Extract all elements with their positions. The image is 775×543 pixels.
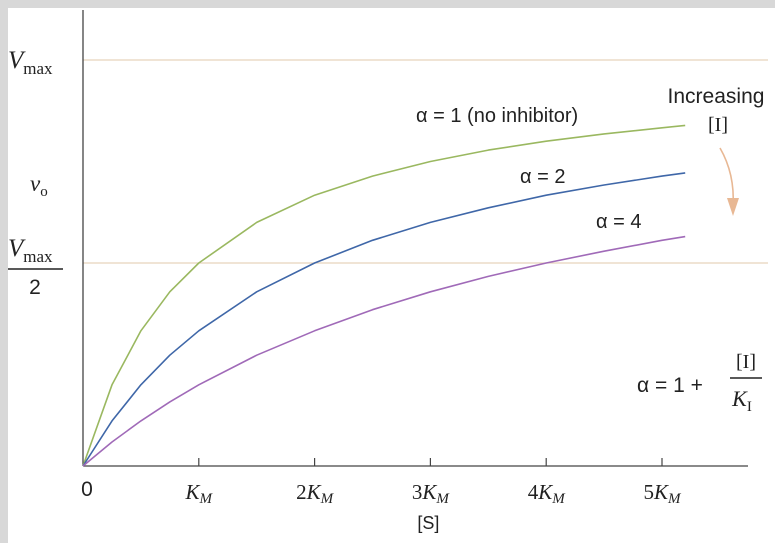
x-tick-label-1: KM — [185, 480, 214, 507]
x-tick-label-5: 5KM — [643, 480, 682, 507]
x-tick-label-4: 4KM — [528, 480, 567, 507]
reference-label-0: Vmax — [8, 47, 53, 78]
x-tick-label-3: 3KM — [412, 480, 451, 507]
series-label-alpha-2: α = 2 — [520, 166, 565, 188]
series-label-alpha-4: α = 4 — [596, 211, 641, 233]
x-tick-label-0: 0 — [81, 478, 93, 501]
chart-svg: 0 KM 2KM 3KM 4KM 5KM [S] vo Vmax Vmax 2 α = 1 (no i… — [8, 10, 768, 533]
series-label-alpha-1: α = 1 (no inhibitor) — [416, 105, 578, 127]
series-line-alpha-4 — [82, 235, 686, 467]
increasing-arrow-shaft — [719, 147, 735, 207]
reference-label-1: Vmax — [8, 235, 53, 266]
series-line-alpha-1 — [82, 124, 686, 467]
formula-denominator: KI — [731, 386, 752, 415]
increasing-arrow-head — [727, 198, 739, 216]
formula-numerator: [I] — [736, 351, 756, 373]
formula-lhs: α = 1 + — [637, 374, 703, 397]
inhibition-chart: 0 KM 2KM 3KM 4KM 5KM [S] vo Vmax Vmax 2 α = 1 (no i… — [8, 8, 775, 543]
x-tick-label-2: 2KM — [296, 480, 335, 507]
x-axis-label: [S] — [417, 513, 439, 533]
y-axis-label: vo — [30, 171, 48, 200]
increasing-annotation: Increasing — [668, 85, 765, 108]
reference-denominator-1: 2 — [29, 276, 41, 299]
series-line-alpha-2 — [82, 172, 686, 467]
increasing-annotation-conc: [I] — [708, 114, 728, 136]
